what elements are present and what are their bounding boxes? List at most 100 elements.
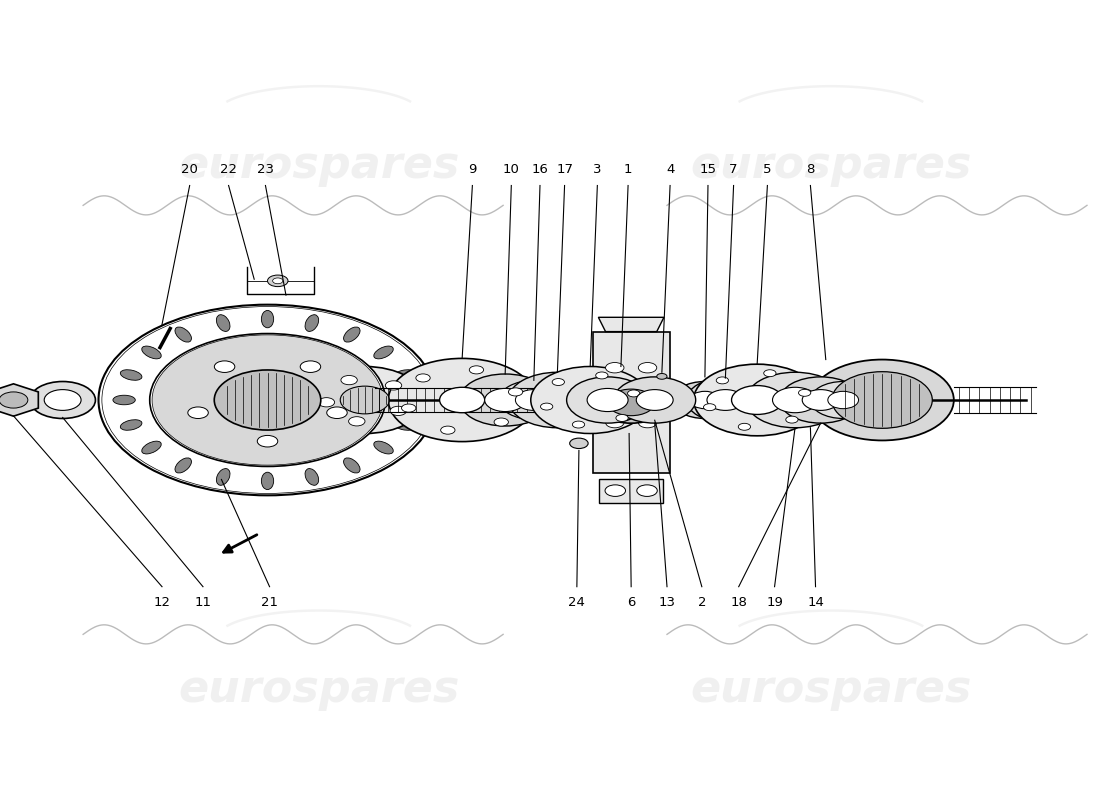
Text: 8: 8: [806, 163, 815, 176]
Ellipse shape: [390, 406, 407, 415]
Text: 5: 5: [763, 163, 771, 176]
Text: 23: 23: [257, 163, 274, 176]
Ellipse shape: [568, 387, 613, 413]
Text: eurospares: eurospares: [178, 669, 460, 711]
Ellipse shape: [300, 361, 321, 373]
Ellipse shape: [508, 372, 606, 428]
Ellipse shape: [607, 389, 654, 416]
Ellipse shape: [30, 382, 96, 418]
Ellipse shape: [707, 390, 744, 410]
Ellipse shape: [120, 420, 142, 430]
Ellipse shape: [262, 472, 274, 490]
Text: eurospares: eurospares: [178, 144, 460, 187]
Ellipse shape: [385, 381, 402, 390]
Ellipse shape: [508, 388, 522, 396]
Text: 6: 6: [627, 596, 636, 610]
Text: 22: 22: [220, 163, 238, 176]
Ellipse shape: [273, 278, 283, 284]
Ellipse shape: [340, 386, 389, 414]
Ellipse shape: [704, 404, 716, 410]
Text: 4: 4: [666, 163, 674, 176]
Ellipse shape: [343, 458, 360, 473]
Ellipse shape: [305, 469, 319, 486]
Ellipse shape: [188, 407, 208, 418]
Text: 3: 3: [593, 163, 602, 176]
Ellipse shape: [175, 327, 191, 342]
Ellipse shape: [638, 386, 657, 396]
Ellipse shape: [44, 390, 81, 410]
Ellipse shape: [763, 370, 776, 377]
Bar: [593, 332, 670, 473]
Ellipse shape: [150, 334, 385, 466]
Ellipse shape: [499, 380, 569, 420]
Ellipse shape: [341, 375, 358, 385]
Ellipse shape: [605, 485, 626, 497]
Ellipse shape: [811, 382, 876, 418]
Ellipse shape: [267, 275, 288, 286]
Polygon shape: [0, 384, 39, 416]
Text: 24: 24: [569, 596, 585, 610]
Ellipse shape: [142, 441, 162, 454]
Ellipse shape: [440, 387, 485, 413]
Ellipse shape: [262, 310, 274, 328]
Ellipse shape: [217, 314, 230, 331]
Ellipse shape: [672, 382, 738, 418]
Ellipse shape: [99, 305, 437, 495]
Ellipse shape: [686, 378, 764, 422]
Ellipse shape: [485, 389, 526, 411]
Ellipse shape: [516, 390, 552, 410]
Text: 1: 1: [624, 163, 632, 176]
Ellipse shape: [716, 377, 728, 384]
Ellipse shape: [616, 414, 628, 422]
Ellipse shape: [694, 364, 821, 436]
Ellipse shape: [799, 390, 811, 396]
Ellipse shape: [657, 374, 667, 379]
Ellipse shape: [349, 417, 365, 426]
Ellipse shape: [459, 374, 551, 426]
Ellipse shape: [120, 370, 142, 380]
Ellipse shape: [102, 306, 433, 494]
Ellipse shape: [217, 469, 230, 486]
Ellipse shape: [605, 418, 624, 428]
Ellipse shape: [828, 391, 859, 409]
Ellipse shape: [214, 361, 234, 373]
Text: eurospares: eurospares: [690, 669, 971, 711]
Ellipse shape: [594, 382, 668, 423]
Ellipse shape: [785, 416, 799, 423]
Ellipse shape: [0, 392, 28, 408]
Ellipse shape: [636, 390, 673, 410]
Ellipse shape: [772, 387, 817, 413]
Text: 13: 13: [659, 596, 675, 610]
Ellipse shape: [494, 418, 508, 426]
Text: 9: 9: [469, 163, 476, 176]
Ellipse shape: [732, 386, 783, 414]
Ellipse shape: [638, 418, 657, 428]
Text: 21: 21: [261, 596, 278, 610]
Ellipse shape: [811, 359, 954, 441]
Ellipse shape: [587, 389, 628, 411]
Ellipse shape: [566, 377, 649, 423]
Ellipse shape: [416, 374, 430, 382]
Ellipse shape: [441, 426, 455, 434]
Ellipse shape: [327, 407, 348, 418]
Ellipse shape: [470, 366, 484, 374]
Ellipse shape: [393, 370, 415, 380]
Ellipse shape: [393, 420, 415, 430]
Ellipse shape: [628, 390, 640, 397]
Ellipse shape: [596, 372, 608, 379]
Ellipse shape: [374, 346, 394, 359]
Text: 17: 17: [557, 163, 573, 176]
Text: 15: 15: [700, 163, 716, 176]
Ellipse shape: [637, 485, 658, 497]
Text: 2: 2: [697, 596, 706, 610]
Polygon shape: [598, 318, 664, 332]
Ellipse shape: [318, 398, 334, 407]
Ellipse shape: [214, 370, 321, 430]
Text: eurospares: eurospares: [690, 144, 971, 187]
Ellipse shape: [152, 335, 383, 465]
Ellipse shape: [388, 358, 536, 442]
Ellipse shape: [175, 458, 191, 473]
Text: 7: 7: [729, 163, 738, 176]
Text: 16: 16: [531, 163, 549, 176]
Ellipse shape: [540, 403, 553, 410]
